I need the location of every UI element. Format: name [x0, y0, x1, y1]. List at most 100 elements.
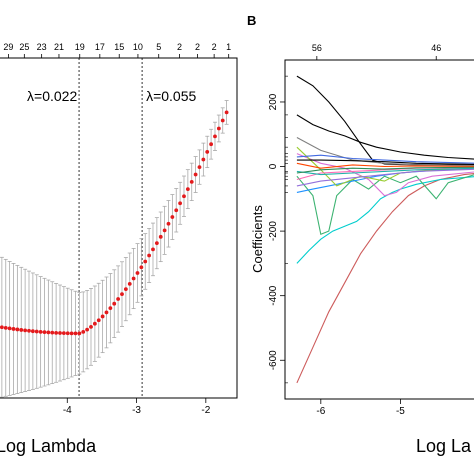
panel-a-reference-lines: λ=0.022 λ=0.055 [27, 58, 197, 398]
cv-point [123, 287, 128, 292]
cv-point [89, 324, 93, 329]
top-count-label: 5 [156, 42, 161, 52]
cv-point [135, 271, 140, 275]
cv-point [193, 172, 198, 177]
coefficient-path-15 [296, 166, 474, 174]
cv-point [162, 228, 167, 233]
x-tick-label: -4 [63, 405, 72, 416]
coefficient-path-14 [296, 159, 474, 166]
cv-point [69, 331, 74, 336]
cv-point [143, 259, 148, 264]
coefficient-path-12 [296, 162, 474, 169]
cv-point [81, 329, 86, 334]
cv-point [220, 118, 225, 123]
cv-point [61, 331, 66, 336]
cv-point [46, 330, 51, 335]
cv-point [100, 314, 105, 319]
cv-point [201, 157, 206, 162]
cv-point [205, 150, 210, 154]
top-count-label: 2 [177, 42, 182, 52]
panel-b-y-axis: 200 0 -200 -400 -600 [268, 93, 285, 370]
panel-a-cv-plot: λ=0.022 λ=0.055 29 25 23 21 19 17 15 10 5 2 2 2 1 -4-… [0, 42, 238, 456]
cv-point [23, 328, 28, 333]
panel-b-top-axis: 56 46 [312, 43, 441, 60]
panel-b-coefficient-paths: B 56 46 -6 -5 200 0 -200 -400 -600 Coefficient… [247, 13, 474, 456]
cv-point [131, 276, 136, 281]
panel-b-variable-labels [285, 75, 288, 384]
panel-b-x-axis: -6 -5 [316, 399, 405, 417]
cv-point [182, 194, 186, 199]
cv-point [65, 331, 70, 336]
coefficient-path-13 [296, 168, 474, 187]
cv-point [189, 179, 194, 184]
cv-point [213, 134, 217, 139]
top-count-label: 19 [75, 42, 85, 52]
panel-a-error-bars [0, 100, 229, 398]
cv-point [73, 331, 78, 336]
panel-b-series [296, 75, 474, 384]
top-count-label: 2 [212, 42, 217, 52]
lambda-label-0: λ=0.022 [27, 88, 77, 104]
y-tick-label: -400 [268, 285, 279, 305]
top-count-label: 56 [312, 43, 322, 53]
cv-point [15, 327, 20, 332]
panel-b-x-axis-title: Log La [416, 436, 472, 456]
cv-point [96, 318, 101, 323]
x-tick-label: -2 [201, 405, 210, 416]
top-count-label: 2 [195, 42, 200, 52]
cv-point [174, 208, 179, 213]
x-tick-label: -5 [396, 406, 405, 417]
cv-point [19, 328, 24, 332]
panel-a-x-axis: -4 -3 -2 [63, 398, 211, 416]
panel-a-top-axis: 29 25 23 21 19 17 15 10 5 2 2 2 1 [3, 42, 231, 58]
coefficient-path-6 [296, 153, 474, 197]
top-count-label: 1 [226, 42, 231, 52]
cv-point [38, 329, 43, 334]
cv-point [85, 327, 90, 332]
cv-point [216, 126, 221, 131]
cv-point [112, 301, 117, 306]
cv-point [170, 215, 175, 219]
cv-point [42, 330, 47, 335]
top-count-label: 29 [3, 42, 13, 52]
coefficient-path-3 [296, 176, 474, 264]
cv-point [158, 234, 163, 239]
coefficient-path-2 [296, 173, 474, 384]
cv-point [151, 247, 155, 252]
cv-point [154, 241, 159, 246]
panel-a-points [0, 110, 229, 336]
cv-point [139, 265, 144, 270]
y-tick-label: 200 [268, 93, 279, 110]
cv-point [50, 330, 55, 335]
y-tick-label: -600 [268, 350, 279, 370]
cv-point [108, 306, 113, 311]
cv-point [166, 221, 171, 226]
panel-b-frame [284, 59, 474, 400]
panel-b-letter: B [247, 13, 256, 28]
coefficient-path-11 [296, 167, 474, 176]
cv-point [0, 325, 4, 330]
cv-point [92, 321, 97, 326]
panel-a-x-axis-title: Log Lambda [0, 436, 97, 456]
cv-point [197, 165, 202, 169]
coefficient-path-10 [296, 154, 474, 164]
cv-point [27, 328, 31, 333]
cv-point [7, 326, 12, 331]
cv-point [104, 310, 109, 315]
cv-point [224, 110, 229, 115]
panel-a-frame [0, 57, 238, 399]
coefficient-path-1 [296, 114, 474, 160]
top-count-label: 46 [431, 43, 441, 53]
lambda-label-1: λ=0.055 [146, 88, 196, 104]
y-tick-label: -200 [268, 221, 279, 241]
cv-point [3, 325, 8, 330]
top-count-label: 23 [37, 42, 47, 52]
coefficient-path-4 [296, 174, 474, 236]
cv-point [58, 331, 62, 335]
cv-point [54, 330, 59, 335]
x-tick-label: -6 [316, 406, 325, 417]
cv-point [185, 187, 190, 192]
cv-point [147, 253, 152, 258]
cv-point [127, 281, 132, 286]
